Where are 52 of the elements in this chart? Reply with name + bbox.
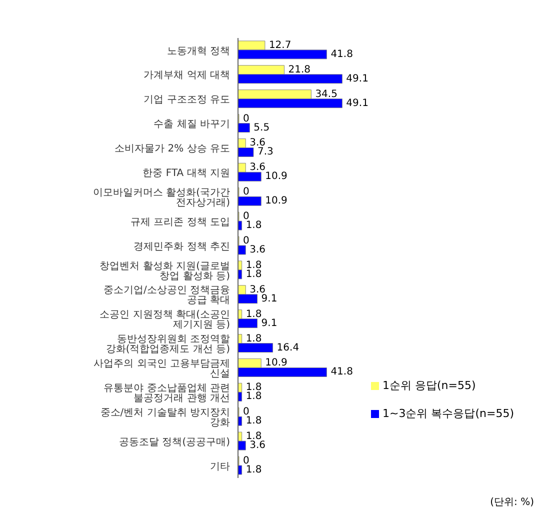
data-label: 41.8 [330,366,353,378]
data-label: 12.7 [268,40,292,51]
data-label: 3.6 [250,244,266,256]
data-label: 21.8 [288,64,311,76]
y-tick-label: 유통분야 중소납품업체 관련 불공정거래 관행 개선 [104,382,230,404]
data-label: 49.1 [346,73,368,84]
data-label: 41.8 [330,48,353,60]
data-label: 1.8 [246,464,262,476]
data-label: 1.8 [246,268,262,280]
data-label: 10.9 [265,196,288,207]
data-label: 10.9 [265,171,288,182]
y-tick-label: 동반성장위원회 조정역할 강화(적합업종제도 개선 등) [106,334,230,356]
y-tick-label: 경제민주화 정책 추진 [134,241,230,252]
y-tick-label: 한중 FTA 대책 지원 [142,168,230,179]
data-label: 9.1 [261,318,278,329]
y-tick-label: 수출 체질 바꾸기 [154,119,230,130]
y-tick-label: 규제 프리존 정책 도입 [130,216,230,228]
data-label: 0 [243,235,250,246]
data-label: 0 [243,455,250,466]
data-label: 7.3 [257,146,274,158]
data-label: 1.8 [246,308,262,320]
data-label: 3.6 [250,440,266,452]
data-label: 3.6 [250,162,266,174]
y-tick-label: 창업벤처 활성화 지원(글로벌 창업 활성화 등) [100,260,230,282]
y-tick-label: 기업 구조조정 유도 [144,94,230,106]
data-label: 10.9 [265,358,288,369]
data-label: 1.8 [246,391,262,402]
y-tick-label: 중소기업/소상공인 정책금융 공급 확대 [103,285,230,306]
data-label: 1.8 [246,220,262,232]
data-label: 1.8 [246,416,262,427]
data-label: 49.1 [346,98,368,109]
data-label: 3.6 [250,284,266,296]
y-tick-label: 소공인 지원정책 확대(소공인 제기지원 등) [100,310,230,331]
data-label: 0 [243,113,250,124]
y-tick-label: 가계부채 억제 대책 [144,70,230,82]
data-label: 0 [243,186,250,198]
y-tick-label: 중소/벤처 기술탈취 방지장치 강화 [100,407,230,428]
legend-label: 1~3순위 복수응답(n=55) [382,407,514,420]
data-label: 5.5 [254,122,270,134]
y-tick-label: 사업주의 외국인 고용부담금제 신설 [94,358,230,380]
y-tick-label: 기타 [210,461,230,472]
y-tick-label: 공동조달 정책(공공구매) [119,436,230,448]
data-label: 9.1 [261,293,278,304]
text: (단위: %) [490,496,534,509]
data-label: 1.8 [246,333,262,344]
data-label: 1.8 [246,260,262,271]
y-tick-label: 소비자물가 2% 상승 유도 [114,144,230,155]
legend-label: 1순위 응답(n=55) [382,379,476,392]
data-label: 16.4 [276,342,300,354]
y-tick-label: 이모바일커머스 활성화(국가간 전자상거래) [92,187,230,208]
data-label: 34.5 [315,88,338,100]
y-tick-label: 노동개혁 정책 [166,46,230,57]
